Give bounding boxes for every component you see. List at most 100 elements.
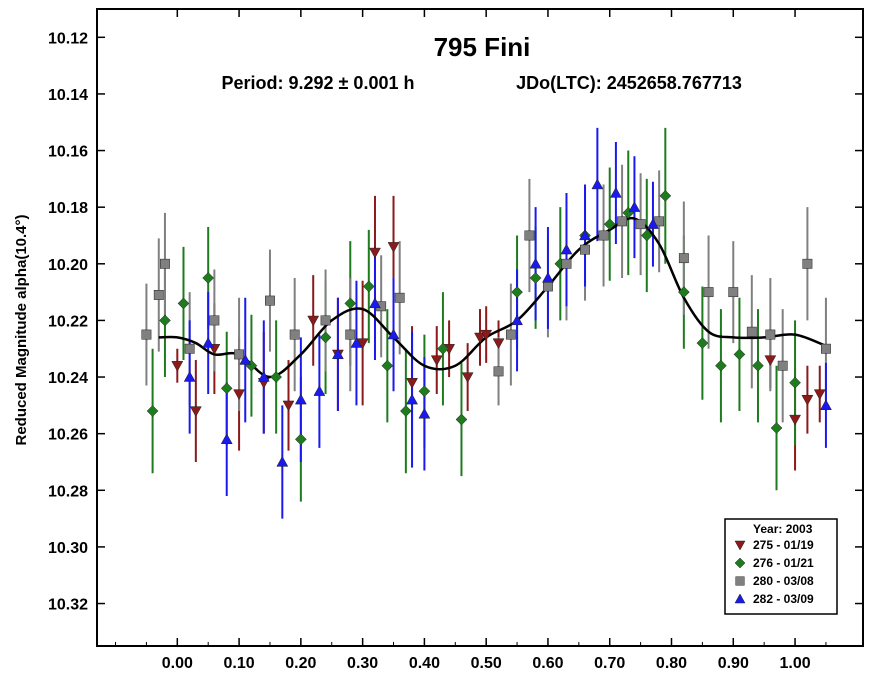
data-point bbox=[678, 286, 690, 298]
legend-marker bbox=[734, 593, 746, 604]
data-point bbox=[764, 355, 777, 367]
data-point bbox=[430, 355, 443, 367]
data-point bbox=[617, 216, 628, 227]
data-point bbox=[789, 414, 801, 426]
data-point bbox=[511, 286, 523, 298]
x-tick-label: 0.90 bbox=[718, 655, 749, 672]
data-point bbox=[609, 187, 622, 198]
data-point bbox=[239, 354, 252, 365]
legend-items: 275 - 01/19 276 - 01/21 280 - 03/08 282 - 0… bbox=[734, 538, 814, 606]
data-point bbox=[270, 371, 282, 383]
data-point bbox=[418, 407, 431, 419]
data-point bbox=[770, 422, 783, 434]
data-point bbox=[813, 389, 826, 401]
data-point bbox=[362, 280, 375, 293]
data-point bbox=[319, 331, 332, 344]
data-point bbox=[696, 337, 709, 349]
data-point bbox=[579, 229, 591, 241]
y-axis-ticks: 10.12 10.14 10.16 10.18 10.20 10.22 10.24 10.26… bbox=[48, 30, 863, 614]
data-point bbox=[821, 343, 831, 354]
data-point bbox=[276, 455, 289, 467]
data-point bbox=[220, 382, 233, 395]
data-point bbox=[265, 295, 275, 306]
x-tick-label: 0.50 bbox=[471, 655, 502, 672]
data-point bbox=[141, 329, 152, 340]
data-point bbox=[820, 399, 832, 411]
data-point bbox=[294, 393, 307, 405]
data-point bbox=[647, 218, 659, 229]
legend: Year: 2003 275 - 01/19 276 - 01/21 280 - 0… bbox=[724, 518, 838, 615]
data-point bbox=[234, 349, 245, 360]
y-tick-label: 10.14 bbox=[48, 87, 88, 104]
y-axis-label: Reduced Magnitude alpha(10.4°) bbox=[13, 214, 30, 445]
data-point bbox=[543, 281, 553, 292]
data-point bbox=[257, 371, 270, 382]
data-point bbox=[171, 361, 184, 372]
y-tick-label: 10.28 bbox=[48, 483, 88, 500]
legend-label: 280 - 03/08 bbox=[753, 574, 814, 588]
data-point bbox=[511, 314, 523, 326]
data-point bbox=[202, 337, 215, 348]
data-point bbox=[320, 315, 331, 326]
data-point bbox=[580, 244, 590, 255]
data-point bbox=[394, 292, 405, 303]
y-tick-label: 10.24 bbox=[48, 370, 88, 387]
data-point bbox=[313, 385, 326, 396]
data-point bbox=[542, 271, 554, 283]
data-point bbox=[177, 297, 190, 310]
data-point bbox=[344, 297, 357, 310]
data-point bbox=[461, 372, 474, 384]
data-point bbox=[189, 406, 202, 418]
data-point bbox=[406, 393, 418, 405]
data-point bbox=[801, 395, 814, 406]
data-point bbox=[728, 287, 739, 298]
data-point bbox=[387, 328, 400, 340]
legend-box bbox=[724, 518, 838, 615]
data-point bbox=[202, 272, 215, 284]
data-point bbox=[387, 242, 400, 253]
data-point bbox=[560, 243, 573, 255]
chart-title: 795 Fini bbox=[434, 32, 531, 62]
y-tick-label: 10.20 bbox=[48, 257, 88, 274]
x-axis-ticks: 0.00 0.10 0.20 0.30 0.40 0.50 0.60 0.70 0.80 0.90… bbox=[115, 9, 827, 672]
data-point bbox=[295, 433, 307, 446]
y-tick-label: 10.22 bbox=[48, 313, 88, 330]
data-point bbox=[746, 326, 757, 337]
y-tick-label: 10.12 bbox=[48, 30, 88, 47]
data-point bbox=[492, 338, 505, 350]
x-tick-label: 0.00 bbox=[162, 655, 193, 672]
data-point bbox=[659, 189, 672, 202]
data-point bbox=[307, 315, 320, 327]
data-point bbox=[505, 329, 516, 340]
data-point bbox=[455, 413, 468, 426]
y-tick-label: 10.18 bbox=[48, 200, 88, 217]
legend-label: 275 - 01/19 bbox=[753, 538, 814, 552]
data-point bbox=[184, 343, 195, 354]
data-point bbox=[789, 376, 801, 389]
data-point bbox=[233, 389, 246, 401]
data-point bbox=[369, 247, 381, 259]
data-point bbox=[493, 366, 504, 377]
x-tick-label: 0.40 bbox=[409, 655, 440, 672]
data-markers bbox=[141, 178, 832, 467]
legend-marker bbox=[734, 540, 746, 551]
data-point bbox=[802, 258, 813, 269]
data-point bbox=[603, 218, 616, 231]
data-point bbox=[480, 329, 493, 341]
legend-label: 276 - 01/21 bbox=[753, 556, 814, 570]
data-point bbox=[598, 230, 609, 241]
data-point bbox=[400, 405, 412, 417]
x-tick-label: 1.00 bbox=[779, 655, 810, 672]
data-point bbox=[369, 297, 381, 309]
data-point bbox=[350, 337, 363, 348]
legend-marker bbox=[734, 557, 746, 569]
data-point bbox=[220, 433, 233, 444]
data-point bbox=[628, 201, 641, 212]
y-tick-label: 10.32 bbox=[48, 597, 88, 614]
y-tick-label: 10.16 bbox=[48, 144, 88, 161]
data-point bbox=[418, 385, 431, 398]
legend-title: Year: 2003 bbox=[753, 522, 813, 536]
data-point bbox=[209, 315, 220, 326]
data-point bbox=[703, 287, 714, 298]
